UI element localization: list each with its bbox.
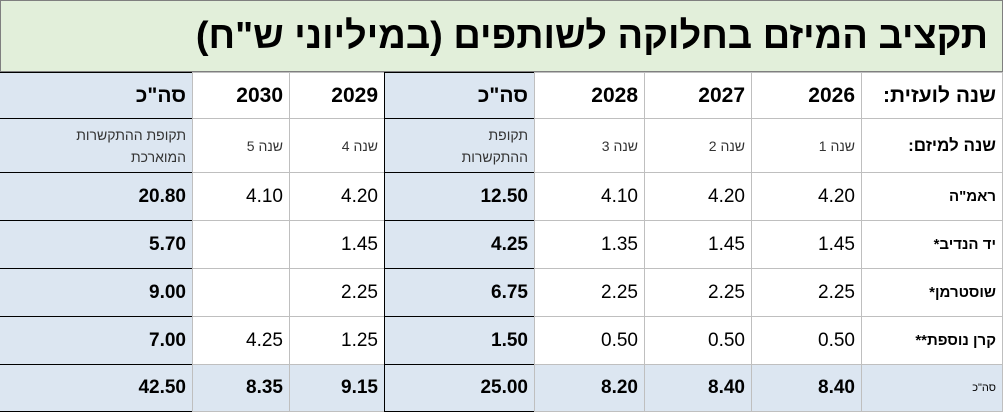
table-cell: תקופת ההתקשרות המוארכת [0,118,193,173]
table-cell: 8.35 [192,364,290,412]
table-cell: 25.00 [384,364,535,412]
table-cell: שנה 5 [192,118,290,173]
table-cell: 2.25 [751,268,862,317]
table-row: שנה לועזית: 2026 2027 2028 סה"כ 2029 2030 סה"כ [0,72,1003,119]
table-cell: 1.25 [289,316,385,365]
table-cell: 0.50 [751,316,862,365]
table-row: סה"כ 8.40 8.40 8.20 25.00 9.15 8.35 42.50 [0,364,1003,412]
table-cell: 2.25 [289,268,385,317]
table-cell: 2027 [644,72,752,119]
table-cell: 2026 [751,72,862,119]
table-cell: 8.20 [534,364,645,412]
table-cell: 0.50 [534,316,645,365]
table-cell: 2029 [289,72,385,119]
table-cell: 1.50 [384,316,535,365]
row-label: ראמ"ה [861,172,1003,221]
row-label: קרן נוספת** [861,316,1003,365]
table-cell: שנה 3 [534,118,645,173]
table-cell: 2.25 [644,268,752,317]
table-cell: 4.25 [384,220,535,269]
row-label: שנה לועזית: [861,72,1003,119]
table-row: שוסטרמן* 2.25 2.25 2.25 6.75 2.25 9.00 [0,268,1003,317]
table-cell: 12.50 [384,172,535,221]
table-cell: 8.40 [751,364,862,412]
table-cell [192,268,290,317]
table-cell: שנה 4 [289,118,385,173]
row-label: יד הנדיב* [861,220,1003,269]
table-cell: 2030 [192,72,290,119]
table-row: ראמ"ה 4.20 4.20 4.10 12.50 4.20 4.10 20.80 [0,172,1003,221]
table-cell: 1.45 [289,220,385,269]
table-cell: תקופת ההתקשרות [384,118,535,173]
table-cell: 9.00 [0,268,193,317]
table-cell: 42.50 [0,364,193,412]
table-cell: שנה 1 [751,118,862,173]
table-row: שנה למיזם: שנה 1 שנה 2 שנה 3 תקופת ההתקשרות ש… [0,118,1003,173]
table-row: יד הנדיב* 1.45 1.45 1.35 4.25 1.45 5.70 [0,220,1003,269]
table-cell: 1.45 [644,220,752,269]
table-cell: 0.50 [644,316,752,365]
table-cell: 8.40 [644,364,752,412]
table-cell: 4.10 [534,172,645,221]
table-cell: 20.80 [0,172,193,221]
table-title: תקציב המיזם בחלוקה לשותפים (במיליוני ש"ח… [0,0,1003,72]
row-label: שנה למיזם: [861,118,1003,173]
table-cell: 9.15 [289,364,385,412]
table-cell: 4.25 [192,316,290,365]
table-cell: 4.20 [751,172,862,221]
row-label: סה"כ [861,364,1003,412]
table-cell: 4.10 [192,172,290,221]
table-cell: 2028 [534,72,645,119]
table-cell: 5.70 [0,220,193,269]
table-cell: סה"כ [0,72,193,119]
table-cell: 7.00 [0,316,193,365]
table-cell: סה"כ [384,72,535,119]
table-cell [192,220,290,269]
table-cell: 6.75 [384,268,535,317]
row-label: שוסטרמן* [861,268,1003,317]
table-cell: 1.45 [751,220,862,269]
table-row: קרן נוספת** 0.50 0.50 0.50 1.50 1.25 4.25 7.00 [0,316,1003,365]
table-cell: 4.20 [289,172,385,221]
budget-table: שנה לועזית: 2026 2027 2028 סה"כ 2029 2030 סה"כ ש… [0,72,1003,412]
table-cell: 4.20 [644,172,752,221]
table-cell: 1.35 [534,220,645,269]
table-cell: שנה 2 [644,118,752,173]
table-body: שנה לועזית: 2026 2027 2028 סה"כ 2029 2030 סה"כ ש… [0,72,1003,412]
table-cell: 2.25 [534,268,645,317]
